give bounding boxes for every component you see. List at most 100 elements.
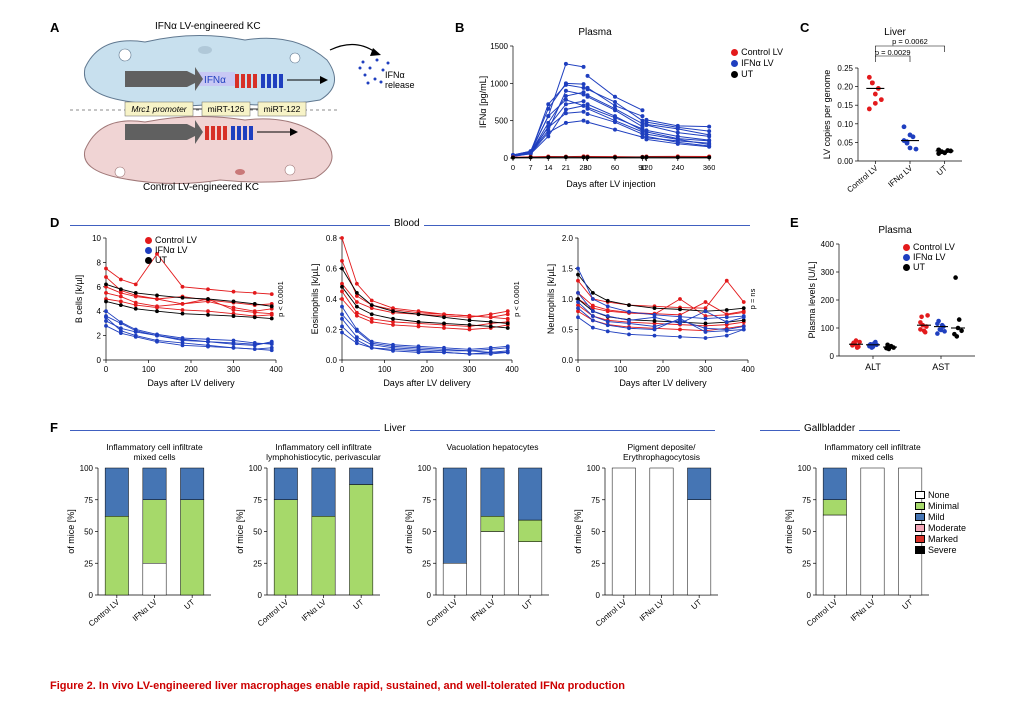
svg-text:0.20: 0.20 (837, 83, 853, 92)
svg-text:200: 200 (184, 365, 198, 374)
panel-e-title: Plasma (805, 225, 985, 236)
svg-text:50: 50 (591, 528, 600, 537)
svg-text:of mice [%]: of mice [%] (235, 509, 245, 554)
svg-text:IFNα LV: IFNα LV (131, 597, 159, 623)
release-label-2: release (385, 80, 415, 90)
svg-text:0: 0 (830, 352, 835, 361)
svg-text:p = ns: p = ns (748, 288, 757, 309)
legend-ut: UT (741, 69, 753, 79)
svg-text:25: 25 (591, 559, 600, 568)
svg-text:Plasma levels [U/L]: Plasma levels [U/L] (807, 261, 817, 338)
svg-text:mixed cells: mixed cells (133, 452, 175, 462)
svg-text:UT: UT (182, 598, 196, 612)
svg-text:100: 100 (80, 464, 94, 473)
panel-c: Liver 0.000.050.100.150.200.25Control LV… (820, 27, 970, 207)
svg-text:50: 50 (253, 528, 262, 537)
svg-text:p = 0.0062: p = 0.0062 (892, 38, 928, 46)
svg-text:IFNα LV: IFNα LV (886, 163, 914, 189)
svg-text:Days after LV delivery: Days after LV delivery (619, 378, 707, 388)
panel-e: Plasma 0100200300400ALTASTPlasma levels … (805, 225, 985, 395)
svg-text:300: 300 (699, 365, 713, 374)
panel-b-legend: Control LV IFNα LV UT (731, 47, 783, 79)
svg-text:25: 25 (422, 559, 431, 568)
svg-text:Days after LV delivery: Days after LV delivery (147, 378, 235, 388)
svg-text:75: 75 (422, 496, 431, 505)
svg-text:200: 200 (656, 365, 670, 374)
svg-text:0: 0 (576, 365, 581, 374)
svg-text:Days after LV injection: Days after LV injection (566, 179, 655, 189)
svg-text:360: 360 (703, 163, 715, 172)
svg-text:1.5: 1.5 (562, 265, 574, 274)
svg-text:10: 10 (92, 234, 101, 243)
svg-text:25: 25 (802, 559, 811, 568)
svg-text:UT: UT (935, 164, 949, 178)
svg-text:1.0: 1.0 (562, 295, 574, 304)
svg-text:0.8: 0.8 (326, 234, 338, 243)
svg-text:Days after LV delivery: Days after LV delivery (383, 378, 471, 388)
svg-text:p = 0.0029: p = 0.0029 (875, 48, 911, 57)
panel-a-top-title: IFNα LV-engineered KC (155, 21, 261, 32)
svg-text:of mice [%]: of mice [%] (404, 509, 414, 554)
panel-f-label: F (50, 420, 58, 435)
svg-text:0: 0 (511, 163, 515, 172)
svg-text:500: 500 (495, 117, 509, 126)
svg-text:400: 400 (821, 240, 835, 249)
svg-text:0: 0 (504, 154, 509, 163)
svg-text:1500: 1500 (490, 42, 508, 51)
svg-text:120: 120 (640, 163, 653, 172)
svg-text:0: 0 (340, 365, 345, 374)
svg-text:100: 100 (378, 365, 392, 374)
svg-text:AST: AST (932, 362, 950, 372)
svg-text:25: 25 (253, 559, 262, 568)
svg-text:200: 200 (420, 365, 434, 374)
svg-text:75: 75 (802, 496, 811, 505)
svg-text:LV copies per genome: LV copies per genome (822, 70, 832, 159)
svg-text:8: 8 (97, 258, 102, 267)
svg-text:UT: UT (689, 598, 703, 612)
mirt126-label: miRT-126 (208, 104, 245, 114)
svg-text:0.00: 0.00 (837, 157, 853, 166)
mrc1-label: Mrc1 promoter (131, 104, 187, 114)
svg-text:0: 0 (104, 365, 109, 374)
svg-text:IFNα LV: IFNα LV (638, 597, 666, 623)
panel-d-legend: Control LV IFNα LV UT (145, 235, 197, 265)
svg-text:4: 4 (97, 307, 102, 316)
svg-text:Inflammatory cell infiltrate: Inflammatory cell infiltrate (275, 442, 372, 452)
svg-text:100: 100 (798, 464, 812, 473)
svg-text:2.0: 2.0 (562, 234, 574, 243)
svg-text:IFNα LV: IFNα LV (849, 597, 877, 623)
panel-a-schematic: IFNα Mrc1 promoter miRT-126 miRT-122 (65, 20, 415, 195)
svg-text:Control LV: Control LV (845, 163, 880, 194)
svg-text:200: 200 (821, 296, 835, 305)
svg-text:UT: UT (351, 598, 365, 612)
svg-text:p < 0.0001: p < 0.0001 (512, 281, 521, 317)
svg-text:75: 75 (253, 496, 262, 505)
svg-text:Erythrophagocytosis: Erythrophagocytosis (623, 452, 700, 462)
svg-text:100: 100 (142, 365, 156, 374)
svg-text:0.6: 0.6 (326, 265, 338, 274)
panel-a-label: A (50, 20, 59, 35)
svg-text:IFNα LV: IFNα LV (469, 597, 497, 623)
svg-text:of mice [%]: of mice [%] (573, 509, 583, 554)
svg-text:400: 400 (505, 365, 519, 374)
svg-text:Control LV: Control LV (87, 597, 122, 628)
figure-caption: Figure 2. In vivo LV-engineered liver ma… (50, 680, 625, 692)
svg-text:100: 100 (821, 324, 835, 333)
svg-text:Eosinophils [k/µL]: Eosinophils [k/µL] (310, 264, 320, 335)
panel-d-title: Blood (390, 218, 424, 229)
svg-text:Control LV: Control LV (425, 597, 460, 628)
svg-text:75: 75 (84, 496, 93, 505)
svg-text:0.2: 0.2 (326, 326, 338, 335)
svg-text:Vacuolation hepatocytes: Vacuolation hepatocytes (447, 442, 539, 452)
svg-text:1000: 1000 (490, 79, 508, 88)
svg-text:0: 0 (258, 591, 263, 600)
panel-f-title-gall: Gallbladder (800, 423, 859, 434)
svg-text:6: 6 (97, 283, 102, 292)
panel-b-title: Plasma (475, 27, 715, 38)
svg-text:0.25: 0.25 (837, 64, 853, 73)
svg-text:75: 75 (591, 496, 600, 505)
svg-text:14: 14 (544, 163, 552, 172)
svg-text:300: 300 (227, 365, 241, 374)
release-label-1: IFNα (385, 70, 405, 80)
svg-text:50: 50 (84, 528, 93, 537)
